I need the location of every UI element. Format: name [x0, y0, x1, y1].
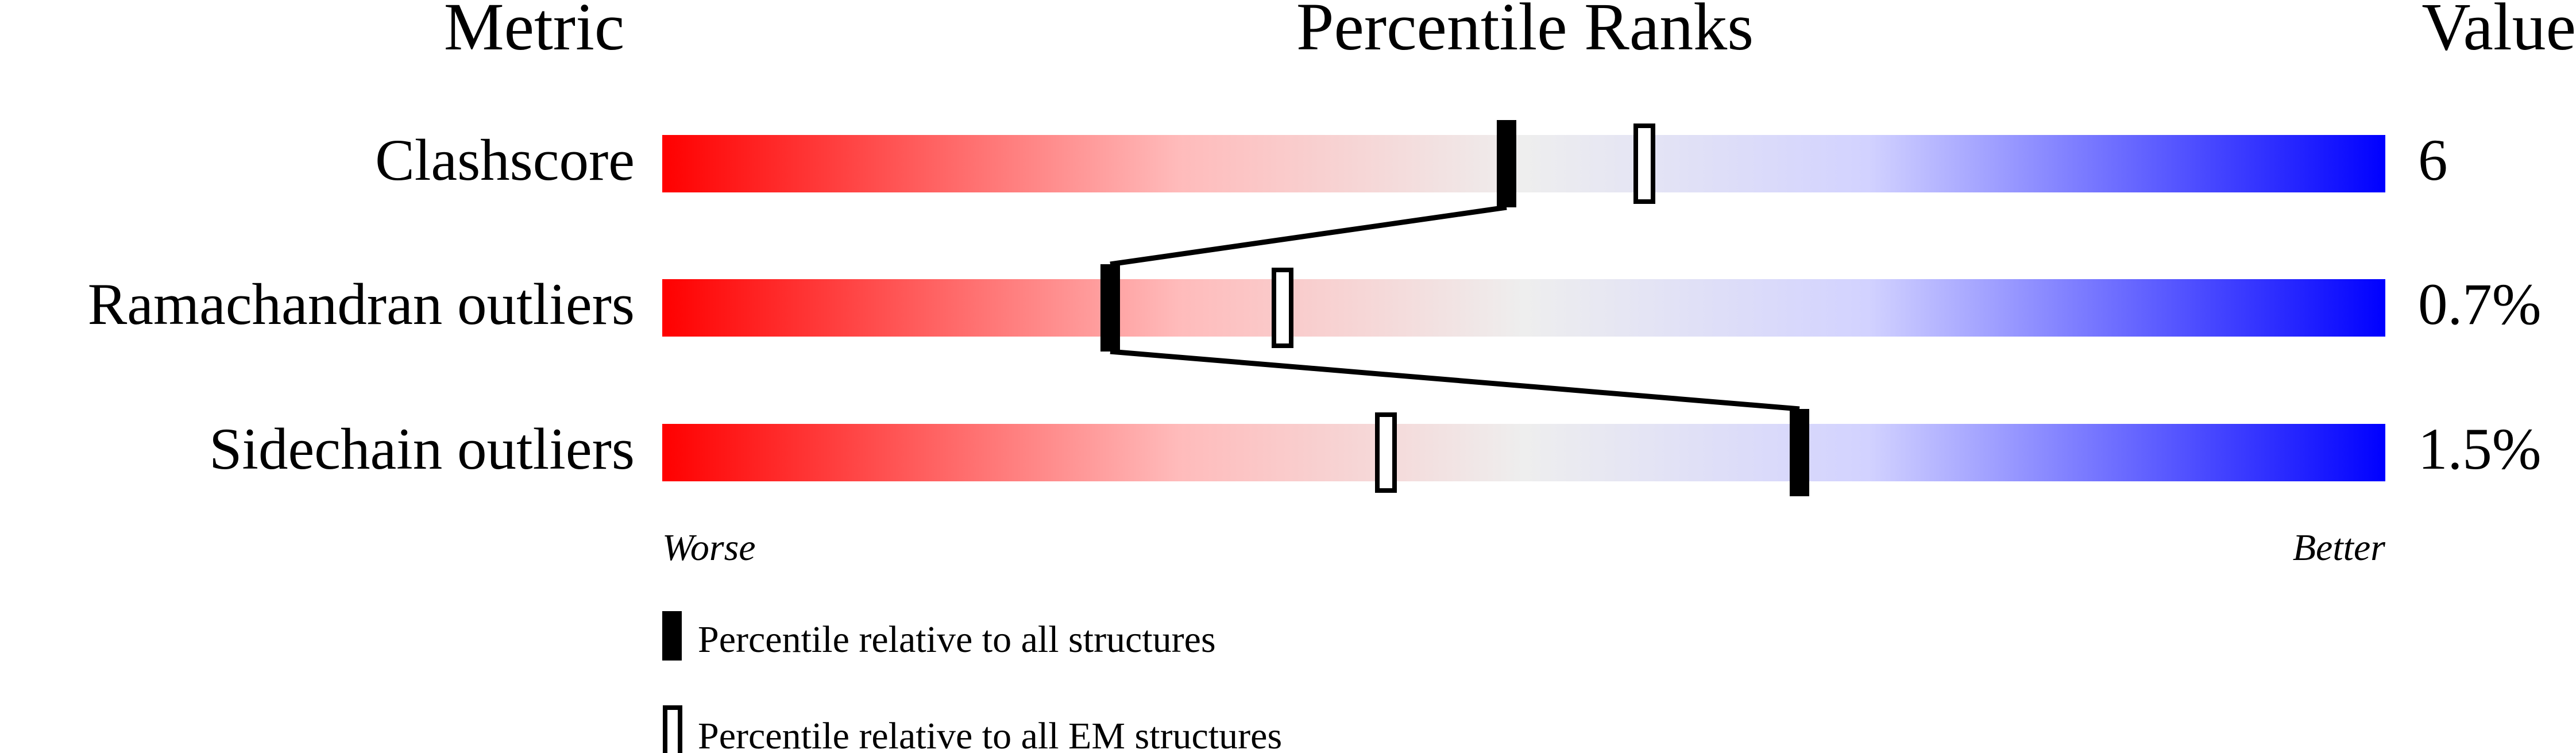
- metric-value: 0.7%: [2418, 272, 2542, 337]
- header-metric: Metric: [444, 0, 625, 64]
- percentile-bar: [662, 424, 2385, 481]
- metric-label: Sidechain outliers: [209, 416, 635, 482]
- connector-line: [1110, 349, 1800, 412]
- all-percentile-marker: [1790, 409, 1809, 496]
- better-label: Better: [2293, 527, 2386, 569]
- connector-line: [1110, 204, 1507, 267]
- legend-label-all: Percentile relative to all structures: [698, 619, 1216, 661]
- legend-label-em: Percentile relative to all EM structures: [698, 715, 1282, 753]
- header-value: Value: [2421, 0, 2576, 64]
- percentile-bar: [662, 279, 2385, 337]
- header-percentile-ranks: Percentile Ranks: [1296, 0, 1754, 64]
- percentile-bar: [662, 135, 2385, 192]
- worse-label: Worse: [662, 527, 756, 569]
- em-percentile-marker: [1272, 268, 1293, 348]
- em-percentile-marker: [1633, 123, 1655, 204]
- metric-label: Ramachandran outliers: [88, 272, 635, 337]
- legend-filled-marker-icon: [662, 611, 682, 661]
- em-percentile-marker: [1375, 412, 1397, 493]
- metric-label: Clashscore: [375, 128, 635, 193]
- legend-hollow-marker-icon: [663, 705, 682, 753]
- metric-value: 6: [2418, 128, 2448, 193]
- all-percentile-marker: [1100, 264, 1120, 352]
- all-percentile-marker: [1497, 120, 1516, 207]
- metric-value: 1.5%: [2418, 416, 2542, 482]
